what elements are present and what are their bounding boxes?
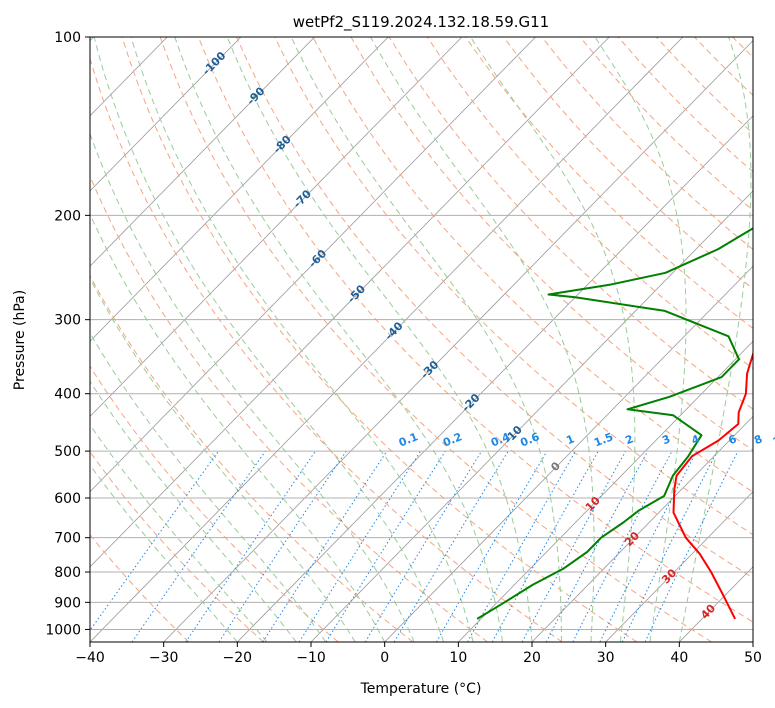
dry-adiabat (90, 56, 563, 642)
mixing-ratio-line (131, 450, 266, 642)
mixing-ratio-line (218, 450, 347, 642)
x-tick-label: 10 (449, 650, 467, 666)
moist-adiabat (678, 37, 752, 642)
dry-adiabat (90, 175, 488, 642)
moist-adiabat (370, 37, 595, 642)
isotherm-line (605, 491, 753, 642)
mixing-ratio-label: 1 (564, 432, 576, 447)
dry-adiabat (90, 365, 339, 642)
mixing-ratio-label: 3 (660, 432, 672, 447)
dry-adiabat (426, 37, 753, 370)
mixing-ratio-line (491, 450, 599, 642)
dry-adiabat (121, 37, 638, 642)
isotherm-line (90, 37, 389, 342)
moist-adiabat (90, 212, 386, 642)
moist-adiabat (90, 332, 327, 642)
y-tick-label: 400 (54, 387, 81, 403)
moist-adiabat (93, 37, 445, 642)
mixing-ratio-line (90, 450, 220, 632)
y-tick-label: 900 (54, 595, 81, 611)
dry-adiabat (274, 37, 753, 536)
dry-adiabat (312, 37, 753, 493)
isotherm-line (384, 265, 753, 642)
isotherm-line (90, 37, 610, 568)
y-tick-label: 600 (54, 491, 81, 507)
x-tick-label: −30 (149, 650, 179, 666)
y-tick-label: 1000 (45, 622, 81, 638)
isotherm-line (90, 37, 536, 493)
dewpoint-line (476, 227, 753, 620)
y-tick-label: 500 (54, 444, 81, 460)
x-tick-label: −20 (223, 650, 253, 666)
moist-adiabat (90, 277, 356, 642)
plot-frame (89, 36, 754, 643)
x-tick-label: −40 (75, 650, 105, 666)
isotherm-line (531, 415, 753, 642)
x-tick-label: 20 (523, 650, 541, 666)
y-tick-label: 300 (54, 313, 81, 329)
x-axis-label: Temperature (°C) (360, 681, 482, 697)
y-tick-label: 800 (54, 565, 81, 581)
x-axis: −40 −30 −20 −10 0 10 20 30 40 50 (75, 642, 762, 666)
moist-adiabat (290, 37, 562, 642)
sounding-series (476, 227, 753, 620)
dry-adiabat (350, 37, 753, 451)
chart-title: wetPf2_S119.2024.132.18.59.G11 (293, 13, 549, 32)
mixing-ratio-label: 2 (623, 432, 635, 447)
mixing-ratio-line (521, 450, 627, 642)
dry-adiabat (236, 37, 753, 579)
mixing-ratio-line (467, 450, 577, 642)
mixing-ratio-line (621, 450, 718, 642)
x-tick-label: 0 (380, 650, 389, 666)
x-tick-label: 50 (744, 650, 762, 666)
isotherm-line (90, 37, 242, 192)
isotherm-line (310, 190, 753, 642)
moist-adiabat (90, 464, 238, 642)
dry-adiabat (159, 37, 712, 642)
dry-adiabat (388, 37, 753, 410)
isotherm-line (163, 40, 753, 642)
y-tick-label: 100 (54, 30, 81, 46)
x-tick-label: 40 (670, 650, 688, 666)
dry-adiabat (90, 274, 414, 642)
moist-adiabat (174, 37, 503, 642)
mixing-ratio-line (298, 450, 422, 642)
mixing-ratio-label: 10 (771, 431, 775, 449)
y-axis-label: Pressure (hPa) (12, 290, 28, 390)
temperature-line (672, 351, 753, 620)
y-tick-label: 200 (54, 208, 81, 224)
moist-adiabat (594, 37, 687, 642)
dry-adiabat (90, 451, 264, 642)
moist-adiabat (226, 37, 533, 642)
y-axis: 100 200 300 400 500 600 700 800 900 1000 (45, 30, 90, 638)
mixing-ratio-line (364, 450, 483, 642)
isotherm-line (458, 340, 753, 642)
moist-adiabat (470, 37, 636, 642)
isotherm-line (90, 37, 684, 642)
moist-adiabat (90, 380, 297, 642)
mixing-ratio-line (545, 450, 649, 642)
y-tick-label: 700 (54, 531, 81, 547)
isotherm-line (237, 115, 753, 642)
mixing-ratio-line (185, 450, 316, 642)
moist-adiabat (130, 37, 474, 642)
isotherm-line (90, 37, 315, 267)
moist-adiabat (90, 423, 268, 642)
x-tick-label: −10 (296, 650, 326, 666)
mixing-ratio-line (262, 450, 388, 642)
dry-adiabat (197, 37, 753, 623)
moist-adiabat (90, 132, 415, 642)
x-tick-label: 30 (597, 650, 615, 666)
background-lines (90, 37, 753, 642)
mixing-ratio-label: 8 (752, 432, 764, 447)
isotherm-line (90, 37, 463, 418)
